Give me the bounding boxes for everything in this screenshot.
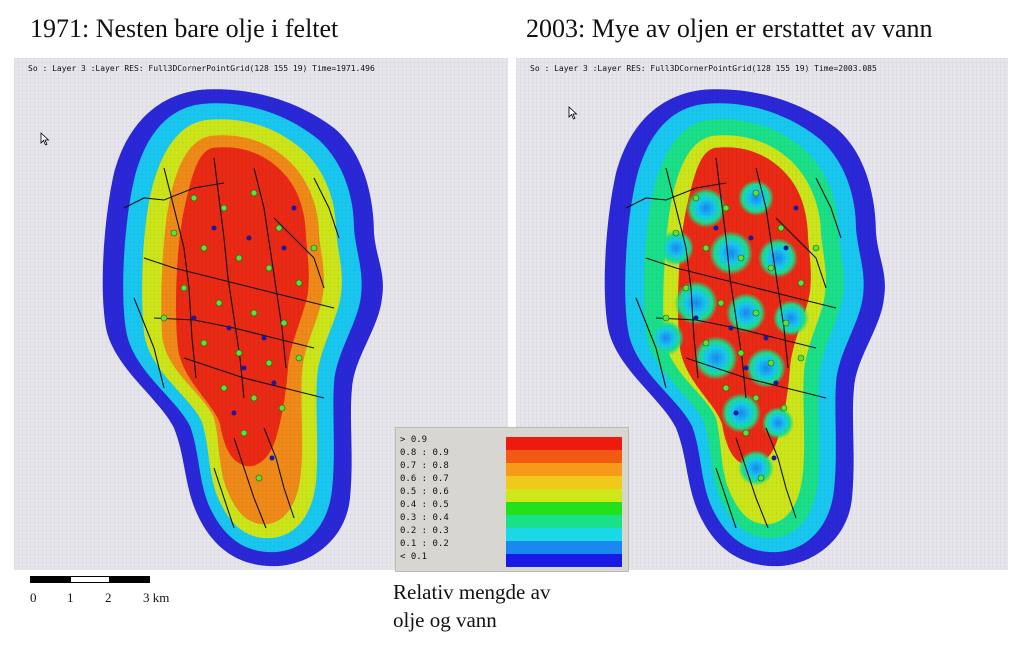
legend-swatch [506,463,622,476]
heading-2003: 2003: Mye av oljen er erstattet av vann [526,14,933,43]
legend-label: 0.1 : 0.2 [400,539,449,549]
legend-label: 0.5 : 0.6 [400,487,449,497]
legend-label: 0.6 : 0.7 [400,474,449,484]
scale-label: 1 [67,590,74,605]
legend-swatch [506,489,622,502]
heading-1971: 1971: Nesten bare olje i feltet [30,14,339,43]
scale-label: 3 km [143,590,170,605]
scale-label: 0 [30,590,37,605]
legend-swatch [506,515,622,528]
saturation-legend: > 0.9 0.8 : 0.9 0.7 : 0.8 0.6 : 0.7 0.5 … [395,427,629,572]
legend-swatch [506,502,622,515]
legend-swatch [506,476,622,489]
map-caption-1971: So : Layer 3 :Layer RES: Full3DCornerPoi… [28,64,375,73]
legend-caption-line: olje og vann [393,608,497,632]
legend-caption-line: Relativ mengde av [393,580,551,604]
legend-label: > 0.9 [400,435,428,445]
mouse-cursor-icon [568,106,578,120]
legend-label: 0.7 : 0.8 [400,461,449,471]
scale-segment [70,576,110,583]
legend-label: < 0.1 [400,552,428,562]
legend-label: 0.8 : 0.9 [400,448,449,458]
scale-bar: 0 1 2 3 km [30,576,169,606]
legend-swatch [506,450,622,463]
legend-label: 0.2 : 0.3 [400,526,449,536]
scale-label: 2 [105,590,112,605]
legend-swatch [506,528,622,541]
legend-label: 0.3 : 0.4 [400,513,449,523]
legend-swatch [506,554,622,567]
legend-caption: Relativ mengde av olje og vann [393,578,550,634]
scale-segment [110,576,150,583]
legend-swatch [506,437,622,450]
legend-label: 0.4 : 0.5 [400,500,449,510]
legend-swatch [506,541,622,554]
mouse-cursor-icon [40,132,50,146]
map-caption-2003: So : Layer 3 :Layer RES: Full3DCornerPoi… [530,64,877,73]
scale-segment [30,576,70,583]
